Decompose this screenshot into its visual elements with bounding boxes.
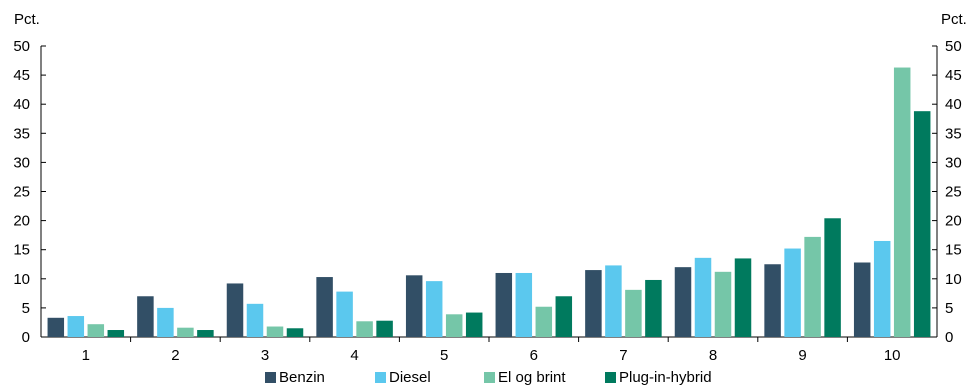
y-tick-label-right: 50 (945, 38, 962, 55)
bar (376, 320, 393, 337)
x-tick-label: 3 (261, 347, 269, 364)
x-tick-label: 9 (798, 347, 806, 364)
bar (226, 283, 244, 337)
y-tick-label-left: 50 (13, 38, 30, 55)
bar (336, 291, 353, 337)
x-tick-label: 8 (709, 347, 717, 364)
x-tick-label: 6 (530, 347, 538, 364)
legend-label: Benzin (279, 369, 325, 386)
bar (853, 262, 871, 337)
y-tick-label-left: 25 (13, 184, 30, 201)
legend-label: El og brint (498, 369, 566, 386)
bar (873, 240, 891, 337)
bar (625, 289, 642, 337)
y-tick-label-right: 5 (945, 300, 953, 317)
bar (714, 271, 732, 337)
bar (495, 272, 513, 337)
bar (555, 296, 573, 337)
y-tick-label-right: 30 (945, 154, 962, 171)
bar (535, 306, 553, 337)
y-tick-label-left: 15 (13, 242, 30, 259)
bars (47, 67, 931, 338)
bar (893, 67, 911, 337)
legend-swatch (265, 372, 276, 383)
bar (784, 248, 801, 337)
legend-label: Plug-in-hybrid (619, 369, 712, 386)
bar (645, 279, 662, 337)
y-tick-label-right: 35 (945, 125, 962, 142)
bar (405, 275, 423, 337)
x-tick-label: 4 (350, 347, 358, 364)
bar (674, 267, 692, 337)
bar (266, 326, 284, 337)
bar (465, 312, 483, 337)
bar (515, 272, 533, 337)
y-tick-label-left: 30 (13, 154, 30, 171)
bar (445, 314, 463, 337)
x-tick-label: 2 (171, 347, 179, 364)
y-tick-label-right: 45 (945, 67, 962, 84)
y-tick-label-left: 40 (13, 96, 30, 113)
bar (87, 324, 105, 337)
y-tick-label-right: 10 (945, 271, 962, 288)
y-axis-unit-left: Pct. (14, 11, 40, 28)
bar (177, 327, 194, 337)
y-tick-label-right: 20 (945, 213, 962, 230)
y-tick-label-left: 0 (22, 329, 30, 346)
legend-swatch (484, 372, 495, 383)
y-axis-unit-right: Pct. (941, 11, 967, 28)
bar (286, 328, 304, 337)
legend-swatch (605, 372, 616, 383)
bar (157, 307, 174, 337)
bar (734, 258, 752, 337)
bar (585, 270, 602, 337)
x-tick-labels: 1 2 3 4 5 6 7 8 9 10 (82, 347, 901, 364)
y-tick-label-right: 15 (945, 242, 962, 259)
y-tick-label-left: 20 (13, 213, 30, 230)
y-tick-label-left: 10 (13, 271, 30, 288)
y-tick-label-right: 0 (945, 329, 953, 346)
bar (107, 330, 125, 337)
bar (246, 303, 264, 337)
legend: Benzin Diesel El og brint Plug-in-hybrid (265, 369, 712, 386)
y-tick-label-left: 45 (13, 67, 30, 84)
bar (67, 316, 85, 337)
bar (356, 321, 373, 337)
bar (694, 257, 712, 337)
bar (137, 296, 154, 337)
bar (824, 218, 841, 337)
x-tick-label: 1 (82, 347, 90, 364)
x-tick-label: 7 (619, 347, 627, 364)
bar (425, 281, 443, 337)
bar (913, 111, 931, 338)
y-tick-label-right: 40 (945, 96, 962, 113)
y-tick-label-left: 35 (13, 125, 30, 142)
x-tick-label: 5 (440, 347, 448, 364)
bar (804, 236, 821, 337)
bar (197, 330, 214, 337)
bar (47, 317, 65, 337)
legend-swatch (375, 372, 386, 383)
y-tick-label-right: 25 (945, 184, 962, 201)
bar (605, 265, 622, 337)
x-tick-label: 10 (884, 347, 901, 364)
y-tick-label-left: 5 (22, 300, 30, 317)
legend-label: Diesel (389, 369, 431, 386)
axes: 0 0 5 5 10 10 15 15 20 20 25 25 30 30 35 35 40 40 45 45 50 50 (13, 38, 961, 346)
bar (764, 264, 781, 337)
bar (316, 277, 333, 337)
